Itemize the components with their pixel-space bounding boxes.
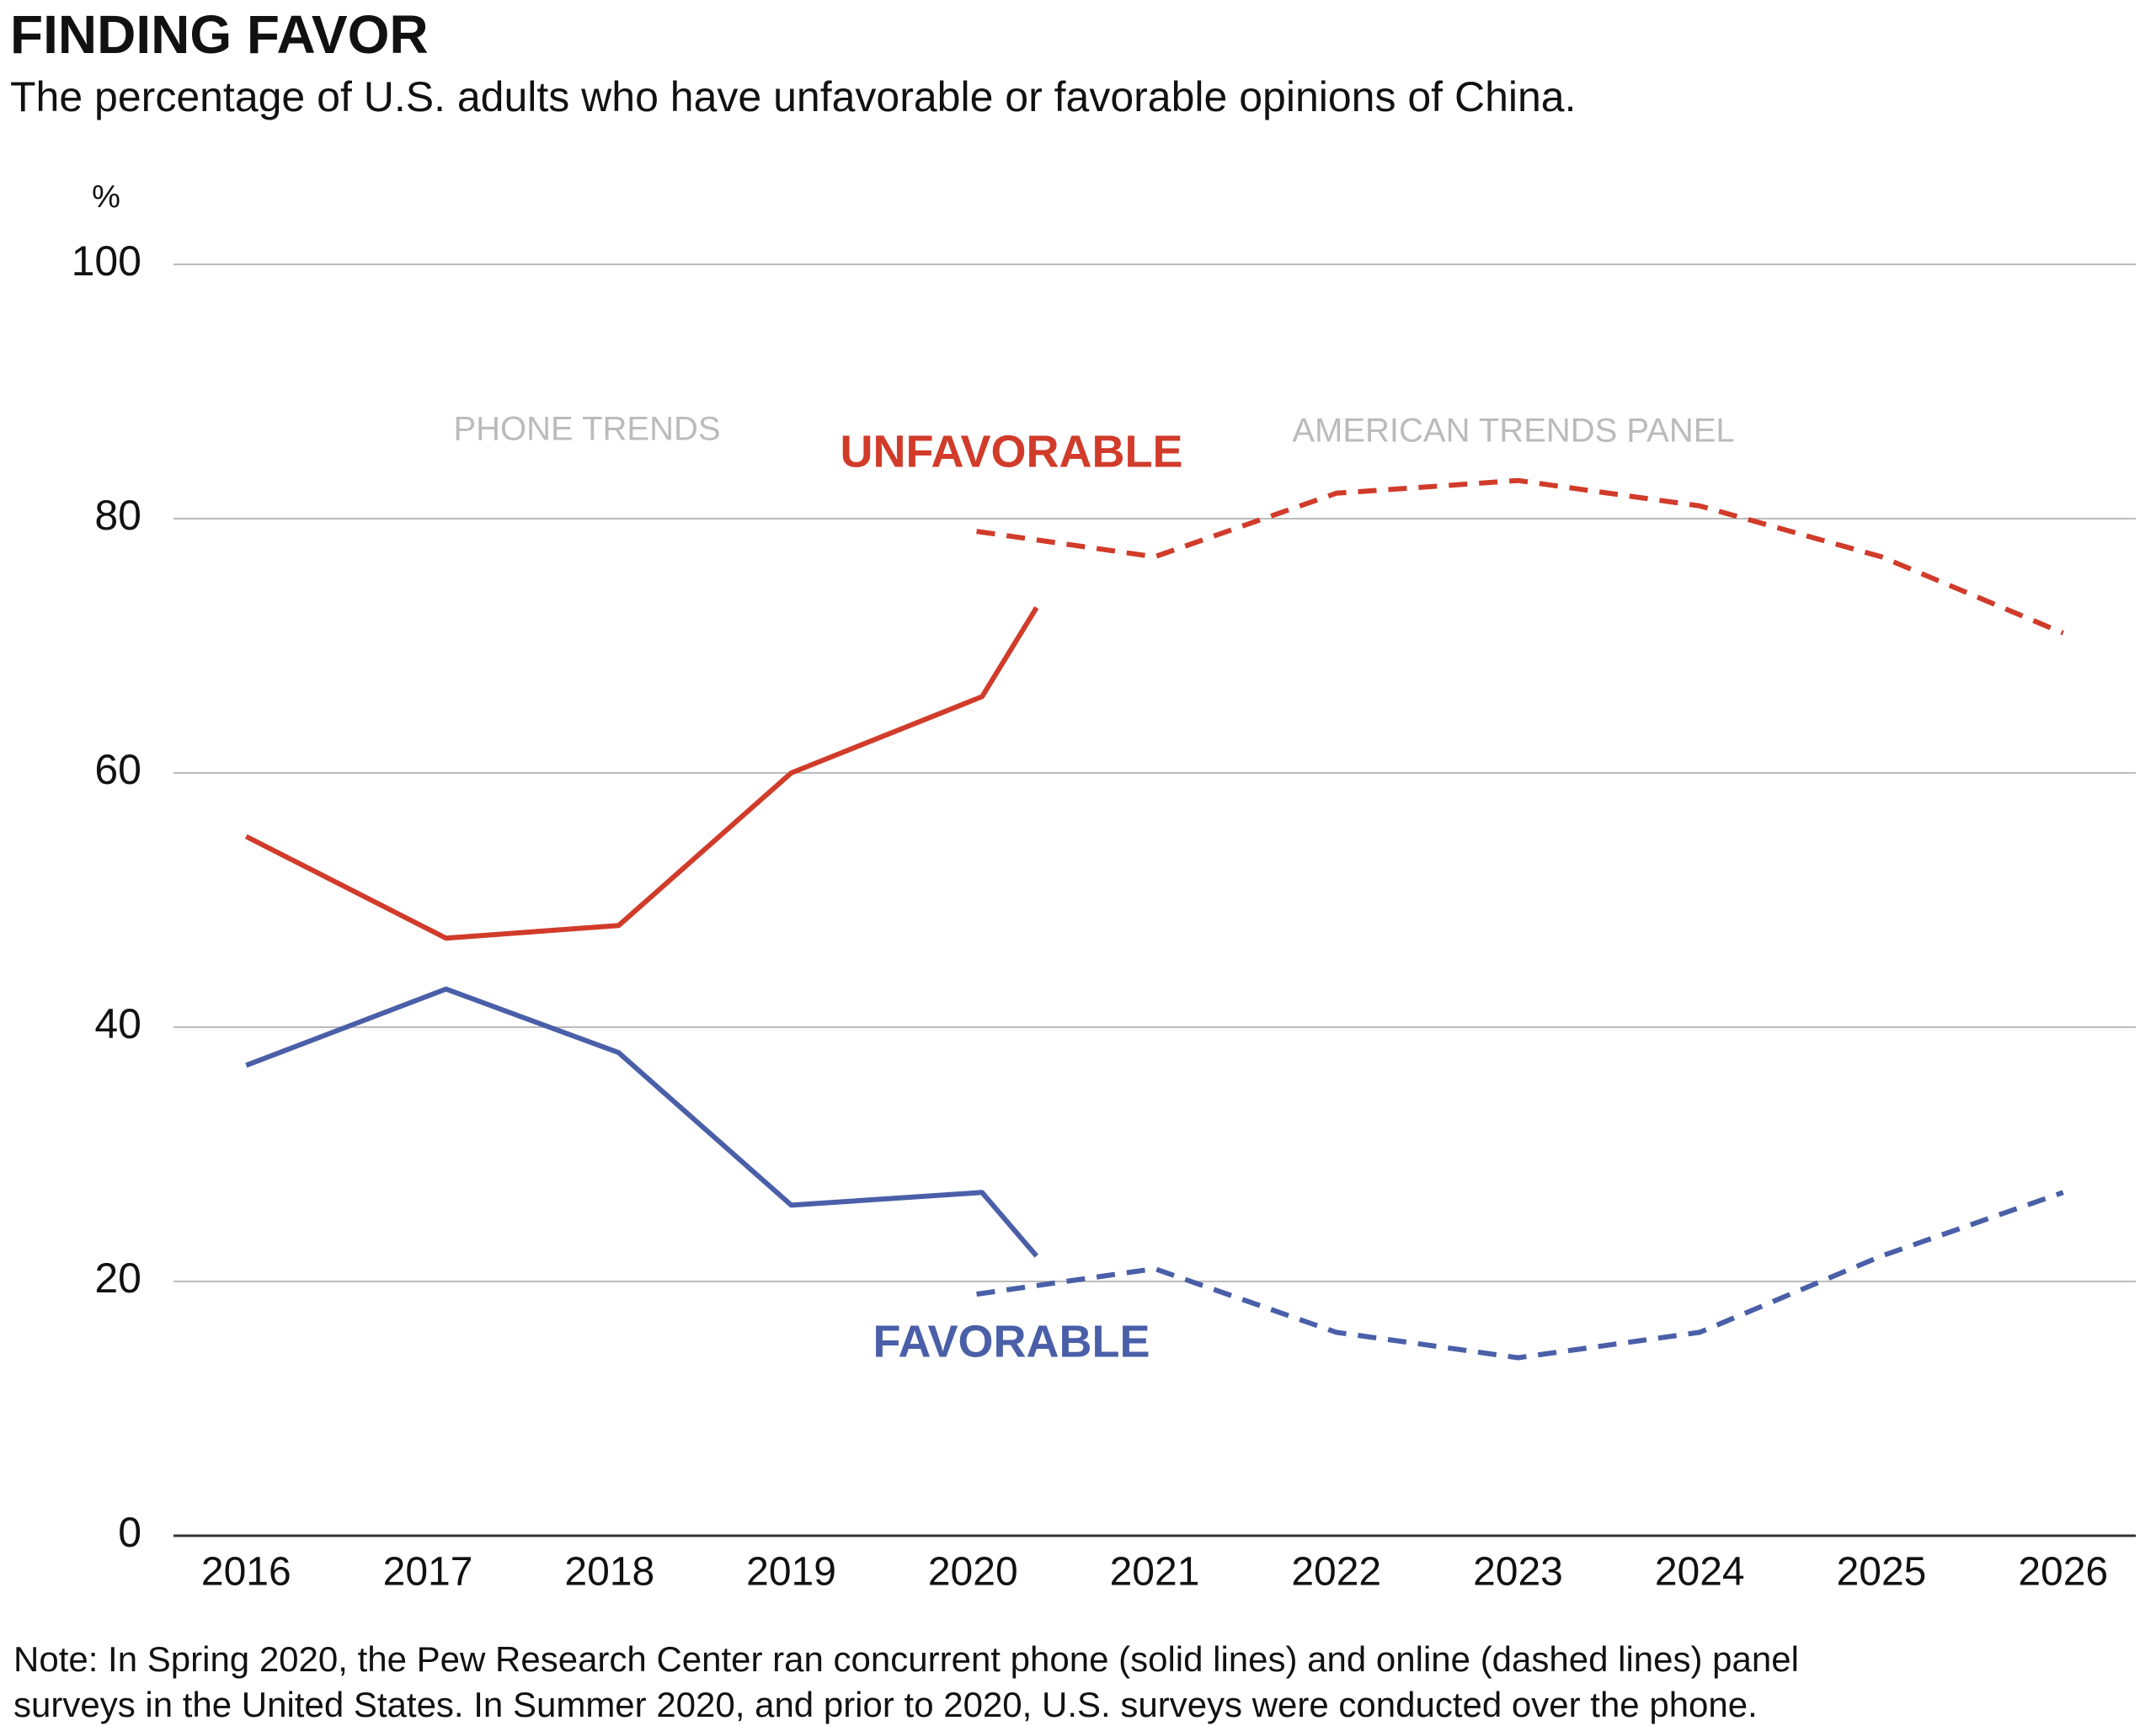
y-tick-label: 0 [118, 1509, 141, 1556]
y-tick-label: 60 [94, 746, 141, 793]
y-tick-label: 100 [72, 237, 141, 285]
x-tick-label: 2023 [1473, 1550, 1563, 1595]
y-tick-label: 40 [94, 1000, 141, 1047]
x-tick-label: 2024 [1655, 1550, 1745, 1595]
data-line [976, 477, 2064, 636]
annotation: AMERICAN TRENDS PANEL [1292, 413, 1734, 450]
chart-title: FINDING FAVOR [10, 4, 429, 65]
x-tick-label: 2020 [928, 1550, 1018, 1595]
data-line [245, 986, 1039, 1258]
annotation: PHONE TRENDS [453, 411, 720, 448]
note: surveys in the United States. In Summer … [13, 1685, 1758, 1724]
y-axis-label: % [92, 179, 120, 215]
y-tick-label: 20 [94, 1255, 141, 1302]
x-tick-label: 2021 [1110, 1550, 1200, 1595]
x-tick-label: 2026 [2018, 1550, 2108, 1595]
x-tick-label: 2016 [201, 1550, 291, 1595]
x-tick-label: 2022 [1291, 1550, 1381, 1595]
data-line [244, 606, 1039, 941]
x-tick-label: 2017 [383, 1550, 473, 1595]
series-label: FAVORABLE [873, 1316, 1150, 1366]
data-line [976, 1190, 2064, 1361]
x-tick-label: 2018 [564, 1550, 654, 1595]
x-tick-label: 2025 [1837, 1550, 1927, 1595]
x-tick-label: 2019 [746, 1550, 836, 1595]
series-label: UNFAVORABLE [840, 426, 1182, 477]
y-tick-label: 80 [94, 492, 141, 539]
chart-subtitle: The percentage of U.S. adults who have u… [10, 73, 1577, 120]
note: Note: In Spring 2020, the Pew Research C… [13, 1639, 1799, 1679]
